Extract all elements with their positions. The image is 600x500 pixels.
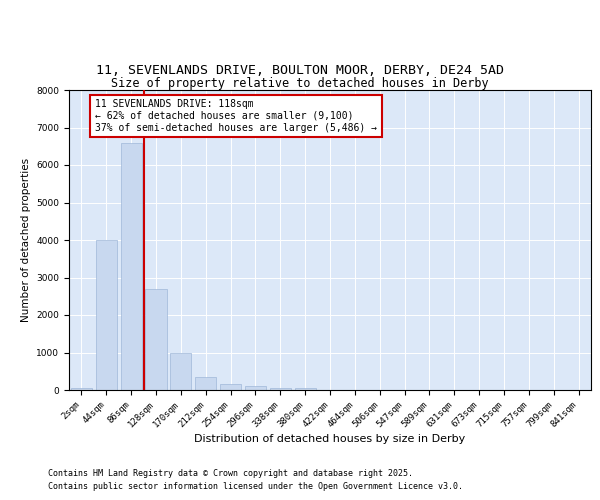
Text: Contains HM Land Registry data © Crown copyright and database right 2025.: Contains HM Land Registry data © Crown c… bbox=[48, 468, 413, 477]
Bar bbox=[170, 352, 191, 390]
X-axis label: Distribution of detached houses by size in Derby: Distribution of detached houses by size … bbox=[194, 434, 466, 444]
Text: Size of property relative to detached houses in Derby: Size of property relative to detached ho… bbox=[111, 77, 489, 90]
Text: Contains public sector information licensed under the Open Government Licence v3: Contains public sector information licen… bbox=[48, 482, 463, 491]
Bar bbox=[195, 377, 216, 390]
Bar bbox=[220, 384, 241, 390]
Text: 11, SEVENLANDS DRIVE, BOULTON MOOR, DERBY, DE24 5AD: 11, SEVENLANDS DRIVE, BOULTON MOOR, DERB… bbox=[96, 64, 504, 78]
Bar bbox=[71, 388, 92, 390]
Bar bbox=[121, 142, 142, 390]
Bar bbox=[145, 289, 167, 390]
Bar bbox=[96, 240, 117, 390]
Y-axis label: Number of detached properties: Number of detached properties bbox=[21, 158, 31, 322]
Bar bbox=[245, 386, 266, 390]
Bar bbox=[295, 388, 316, 390]
Text: 11 SEVENLANDS DRIVE: 118sqm
← 62% of detached houses are smaller (9,100)
37% of : 11 SEVENLANDS DRIVE: 118sqm ← 62% of det… bbox=[95, 100, 377, 132]
Bar bbox=[270, 388, 291, 390]
